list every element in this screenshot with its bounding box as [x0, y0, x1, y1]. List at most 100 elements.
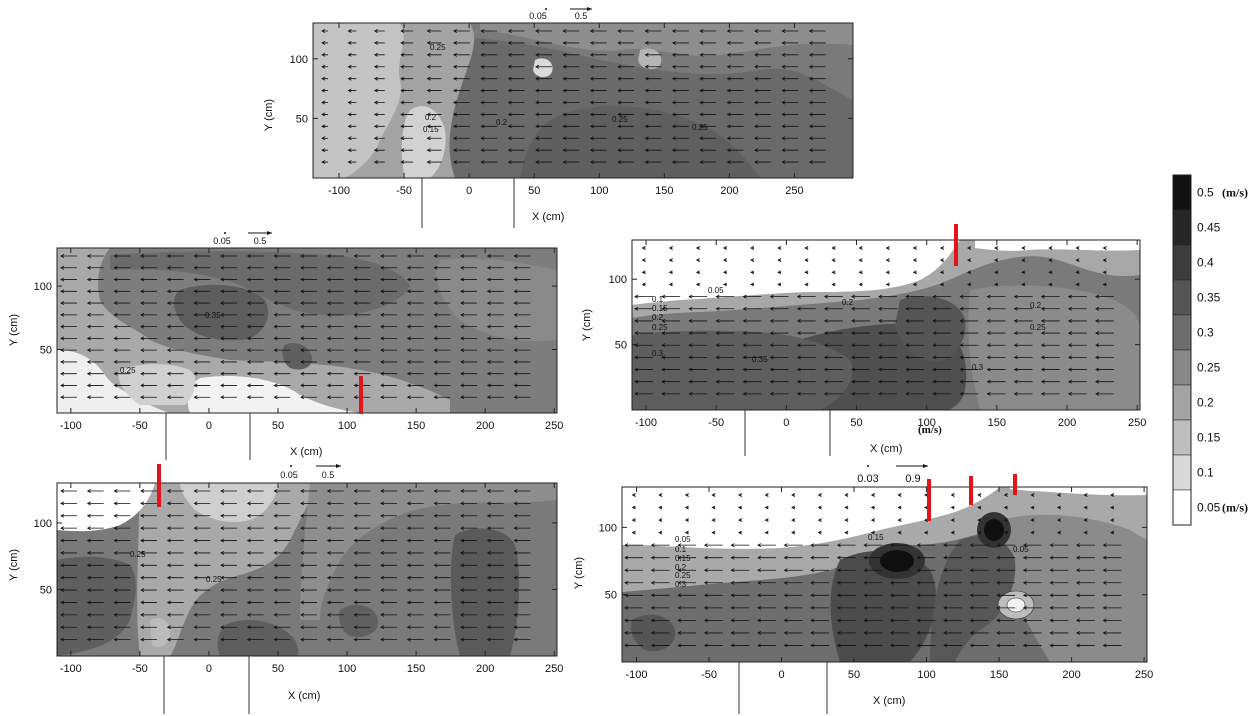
bottom-left-vector — [220, 526, 237, 531]
bottom-right-vector — [1102, 618, 1122, 623]
top-vector — [699, 29, 717, 33]
top-vector — [452, 160, 470, 165]
mid-left-vector — [460, 348, 477, 353]
colorbar-swatch-7 — [1172, 419, 1192, 456]
bottom-right-vector — [916, 630, 936, 635]
bottom-left-vector — [273, 575, 291, 580]
bottom-right-vector — [1049, 543, 1069, 548]
bottom-right-vector — [1083, 493, 1088, 497]
top-vector — [808, 100, 826, 105]
mid-left-xtick-label-1: -50 — [132, 420, 148, 432]
bottom-left-vector — [166, 600, 184, 605]
bottom-right-vector — [1083, 505, 1088, 510]
bottom-right-vector — [810, 543, 830, 548]
mid-right-vector — [796, 343, 816, 348]
bottom-right-vector — [996, 605, 1016, 610]
top-region-light3 — [533, 58, 553, 78]
bottom-right-vector — [624, 618, 643, 623]
mid-right-vector — [986, 355, 1006, 360]
bottom-left-vector — [326, 625, 344, 630]
mid-right-vector — [722, 282, 728, 287]
bottom-right-vector — [624, 580, 643, 585]
colorbar-label-0: 0.5 — [1197, 186, 1214, 200]
bottom-left-vector — [300, 612, 317, 617]
bottom-right-vector — [1075, 630, 1095, 635]
mid-right-vector — [641, 246, 646, 250]
mid-left-vector — [380, 348, 397, 353]
mid-left-vector — [380, 371, 397, 376]
bottom-left-vector — [220, 575, 237, 580]
mid-right-vector — [634, 379, 653, 384]
bottom-right-vector — [1030, 530, 1035, 535]
bottom-right-vector — [810, 555, 830, 560]
mid-right-xtick-label-4: 100 — [918, 417, 936, 429]
bottom-right-vector — [764, 530, 769, 535]
bottom-right-vector — [1102, 593, 1122, 598]
bottom-left-vector — [460, 501, 477, 506]
top-vector — [480, 100, 498, 105]
bottom-left-vector — [193, 588, 211, 593]
bottom-right-vector — [703, 568, 723, 573]
bottom-left-vector — [460, 526, 477, 531]
top-vector — [617, 76, 635, 81]
mid-right-vector — [769, 355, 789, 360]
top-vector — [426, 160, 442, 165]
bottom-right-vector — [677, 543, 697, 548]
bottom-left-vector — [353, 526, 371, 531]
bottom-left-vector — [220, 637, 237, 642]
mid-left-vector — [326, 336, 344, 341]
mid-right-vector — [742, 331, 762, 336]
mid-left-vector — [60, 324, 77, 329]
bottom-left-vector — [486, 600, 504, 605]
top-vector — [321, 148, 328, 153]
mid-left-vector — [273, 359, 291, 364]
top-vector — [808, 112, 826, 117]
top-vector — [535, 148, 552, 153]
mid-right-vector — [939, 246, 944, 250]
midright-region-white2 — [975, 240, 1140, 251]
bottom-right-vector — [817, 493, 822, 497]
mid-right-vector — [959, 318, 979, 323]
top-vector — [321, 40, 328, 45]
mid-left-vector — [513, 265, 531, 270]
mid-right-vector — [878, 355, 897, 360]
bottom-left-vector — [326, 538, 344, 543]
mid-left-vector — [486, 395, 504, 400]
bottom-right-vector — [783, 543, 803, 548]
bottom-left-vector — [140, 637, 157, 642]
bottom-right-vector — [1022, 643, 1042, 648]
mid-right-vector — [796, 318, 816, 323]
bottom-right-vector — [703, 643, 723, 648]
mid-left-vector — [460, 312, 477, 317]
bottom-right-vector — [916, 580, 936, 585]
mid-left-vector — [433, 277, 451, 282]
midright-region-white — [632, 240, 960, 305]
mid-right-vector — [750, 270, 755, 275]
bottom-right-vector — [996, 568, 1016, 573]
bottom-right-vector — [810, 618, 830, 623]
bottom-left-xtick-label-2: 0 — [206, 663, 212, 675]
mid-right-vector — [1048, 258, 1053, 263]
mid-left-xtick-label-4: 100 — [338, 420, 356, 432]
colorbar-swatch-9 — [1172, 489, 1192, 526]
bottom-right-vector — [624, 643, 643, 648]
mid-right-vector — [715, 294, 735, 299]
bottom-left-vector — [486, 526, 504, 531]
mid-right-vector — [722, 270, 728, 275]
mid-right-vector — [932, 391, 952, 396]
bottom-left-vector — [433, 550, 451, 555]
mid-left-vector — [380, 383, 397, 388]
bottom-right-vector — [757, 580, 776, 585]
mid-left-vector — [460, 324, 477, 329]
bottom-left-vector — [166, 501, 184, 506]
bottom-right-vector — [969, 618, 989, 623]
mid-left-vector — [113, 289, 131, 294]
top-vector — [562, 64, 580, 69]
bottom-left-vector — [433, 588, 451, 593]
bottom-left-vector — [486, 625, 504, 630]
bottom-left-vector — [353, 637, 371, 642]
bottom-right-vector — [889, 555, 909, 560]
bottom-right-vector — [1102, 643, 1122, 648]
mid-left-vector — [433, 265, 451, 270]
bottom-right-vector — [703, 630, 723, 635]
